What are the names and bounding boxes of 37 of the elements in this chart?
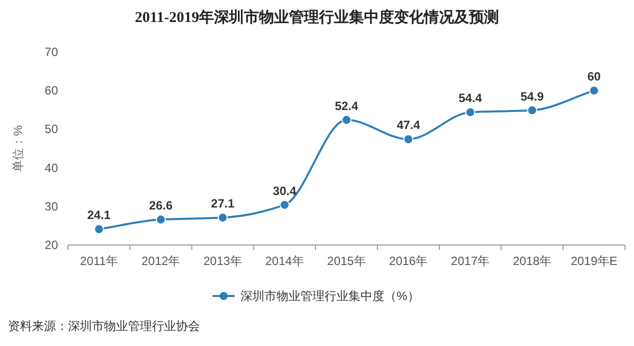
y-tick-label: 50 — [44, 122, 58, 136]
point — [156, 214, 166, 225]
x-tick-label: 2018年 — [512, 254, 552, 268]
point — [465, 107, 476, 118]
data-label: 27.1 — [211, 196, 235, 211]
y-tick-label: 40 — [44, 160, 58, 175]
legend-label: 深圳市物业管理行业集中度（%） — [240, 289, 420, 303]
data-label: 30.4 — [272, 184, 297, 198]
point — [342, 114, 352, 125]
text: 资料来源：深圳市物业管理行业协会 — [8, 319, 200, 333]
point — [527, 105, 538, 116]
data-label: 47.4 — [396, 118, 420, 132]
y-axis-title: 单位：% — [11, 124, 25, 172]
y-tick-label: 30 — [44, 199, 58, 214]
data-label: 52.4 — [334, 98, 358, 113]
x-tick-label: 2012年 — [141, 254, 180, 268]
point — [589, 86, 600, 96]
x-tick-label: 2011年 — [80, 254, 118, 268]
point — [403, 134, 414, 144]
x-tick-label: 2016年 — [389, 254, 428, 268]
x-tick-label: 2019年E — [570, 254, 618, 268]
y-tick-label: 60 — [44, 84, 58, 98]
x-tick-label: 2015年 — [327, 254, 366, 268]
data-label: 60 — [587, 70, 602, 84]
chart-title: 2011-2019年深圳市物业管理行业集中度变化情况及预测 — [134, 8, 500, 26]
point — [218, 212, 228, 223]
y-tick-label: 70 — [44, 45, 58, 59]
point — [94, 224, 104, 234]
x-tick-label: 2013年 — [203, 254, 242, 268]
data-label: 26.6 — [149, 198, 173, 213]
data-label: 54.9 — [520, 89, 544, 104]
point — [280, 200, 290, 210]
y-tick-label: 20 — [44, 238, 58, 252]
data-label: 54.4 — [458, 91, 482, 106]
x-tick-label: 2014年 — [265, 254, 304, 268]
x-tick-label: 2017年 — [450, 254, 490, 268]
data-label: 24.1 — [87, 208, 111, 222]
